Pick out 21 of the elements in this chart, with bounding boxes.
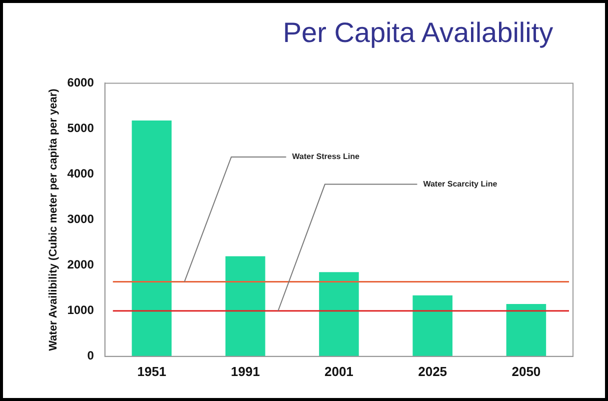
bar [506, 304, 546, 356]
bar [319, 272, 359, 356]
bar [225, 256, 266, 356]
bar [412, 295, 452, 356]
y-tick-label: 4000 [67, 166, 94, 181]
y-tick-label: 1000 [67, 303, 94, 318]
chart-title: Per Capita Availability [282, 17, 554, 49]
y-tick-label: 2000 [67, 258, 94, 272]
ref-line-label: Water Scarcity Line [423, 179, 498, 188]
bar [132, 120, 172, 356]
x-tick-label: 2025 [418, 364, 448, 379]
x-tick-label: 1951 [137, 364, 166, 379]
y-axis-title: Water Availibility (Cubic meter per capita per year) [48, 88, 60, 351]
y-tick-label: 3000 [67, 212, 94, 226]
x-tick-label: 2001 [324, 364, 354, 379]
ref-line-label: Water Stress Line [292, 152, 360, 162]
y-tick-label: 5000 [67, 121, 94, 136]
x-tick-label: 1991 [230, 364, 260, 379]
y-tick-label: 0 [87, 348, 94, 363]
x-tick-label: 2050 [512, 364, 541, 379]
y-tick-label: 6000 [67, 76, 94, 90]
